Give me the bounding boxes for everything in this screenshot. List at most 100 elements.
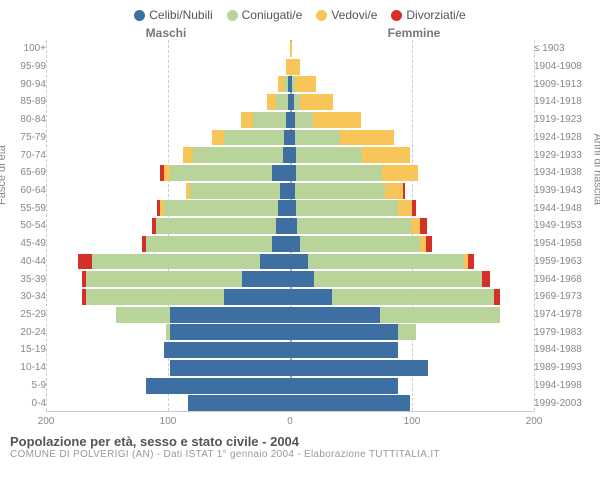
- birth-year-label: 1989-1993: [530, 362, 596, 373]
- chart-subtitle: COMUNE DI POLVERIGI (AN) - Dati ISTAT 1°…: [10, 449, 590, 460]
- birth-year-label: 1999-2003: [530, 398, 596, 409]
- birth-year-label: 1934-1938: [530, 167, 596, 178]
- male-bar: [50, 342, 290, 358]
- male-bar: [50, 307, 290, 323]
- birth-year-label: 1949-1953: [530, 220, 596, 231]
- birth-year-label: 1919-1923: [530, 114, 596, 125]
- birth-year-label: 1954-1958: [530, 238, 596, 249]
- age-row: 20-241979-1983: [4, 323, 596, 341]
- age-row: 75-791924-1928: [4, 129, 596, 147]
- age-row: 45-49 1954-1958: [4, 235, 596, 253]
- legend-label: Celibi/Nubili: [149, 8, 212, 22]
- age-row: 65-69 1934-1938: [4, 164, 596, 182]
- age-label: 35-39: [4, 274, 50, 285]
- age-label: 70-74: [4, 150, 50, 161]
- legend-swatch: [391, 10, 402, 21]
- age-label: 65-69: [4, 167, 50, 178]
- x-tick-label: 100: [404, 416, 421, 427]
- legend-swatch: [227, 10, 238, 21]
- female-bar: [290, 112, 530, 128]
- legend-label: Vedovi/e: [331, 8, 377, 22]
- age-label: 45-49: [4, 238, 50, 249]
- age-row: 90-941909-1913: [4, 75, 596, 93]
- birth-year-label: ≤ 1903: [530, 43, 596, 54]
- male-bar: [50, 76, 290, 92]
- male-bar: [50, 378, 290, 394]
- birth-year-label: 1929-1933: [530, 150, 596, 161]
- birth-year-label: 1914-1918: [530, 96, 596, 107]
- female-bar: [290, 395, 530, 411]
- age-row: 95-991904-1908: [4, 58, 596, 76]
- age-row: 50-54 1949-1953: [4, 217, 596, 235]
- age-label: 30-34: [4, 291, 50, 302]
- male-header: Maschi: [42, 26, 290, 40]
- male-bar: [50, 395, 290, 411]
- birth-year-label: 1939-1943: [530, 185, 596, 196]
- age-label: 55-59: [4, 203, 50, 214]
- birth-year-label: 1969-1973: [530, 291, 596, 302]
- male-bar: [50, 324, 290, 340]
- x-tick-label: 200: [526, 416, 543, 427]
- age-row: 30-34 1969-1973: [4, 288, 596, 306]
- legend-item: Vedovi/e: [316, 8, 377, 22]
- female-header: Femmine: [290, 26, 538, 40]
- age-label: 20-24: [4, 327, 50, 338]
- legend-swatch: [134, 10, 145, 21]
- legend: Celibi/Nubili Coniugati/e Vedovi/e Divorzia…: [0, 0, 600, 26]
- chart-rows: 0-41999-20035-91994-199810-141989-199315…: [4, 40, 596, 412]
- age-label: 100+: [4, 43, 50, 54]
- age-label: 0-4: [4, 398, 50, 409]
- column-headers: Maschi Femmine: [0, 26, 600, 40]
- male-bar: [50, 360, 290, 376]
- female-bar: [290, 76, 530, 92]
- female-bar: [290, 130, 530, 146]
- age-row: 40-44 1959-1963: [4, 253, 596, 271]
- legend-item: Coniugati/e: [227, 8, 303, 22]
- age-label: 50-54: [4, 220, 50, 231]
- male-bar: [50, 200, 290, 216]
- age-label: 40-44: [4, 256, 50, 267]
- age-label: 10-14: [4, 362, 50, 373]
- male-bar: [50, 254, 290, 270]
- male-bar: [50, 183, 290, 199]
- birth-year-label: 1994-1998: [530, 380, 596, 391]
- age-row: 55-59 1944-1948: [4, 199, 596, 217]
- age-row: 100+ ≤ 1903: [4, 40, 596, 58]
- age-row: 0-4 1999-2003: [4, 394, 596, 412]
- female-bar: [290, 324, 530, 340]
- age-row: 80-841919-1923: [4, 111, 596, 129]
- female-bar: [290, 342, 530, 358]
- birth-year-label: 1959-1963: [530, 256, 596, 267]
- female-bar: [290, 307, 530, 323]
- female-bar: [290, 94, 530, 110]
- female-bar: [290, 147, 530, 163]
- birth-year-label: 1974-1978: [530, 309, 596, 320]
- male-bar: [50, 41, 290, 57]
- age-label: 60-64: [4, 185, 50, 196]
- chart-footer: Popolazione per età, sesso e stato civil…: [0, 430, 600, 460]
- legend-item: Celibi/Nubili: [134, 8, 212, 22]
- age-label: 95-99: [4, 61, 50, 72]
- legend-item: Divorziati/e: [391, 8, 465, 22]
- age-row: 70-74 1929-1933: [4, 146, 596, 164]
- age-label: 5-9: [4, 380, 50, 391]
- legend-swatch: [316, 10, 327, 21]
- age-row: 10-14 1989-1993: [4, 359, 596, 377]
- age-row: 5-9 1994-1998: [4, 377, 596, 395]
- male-bar: [50, 218, 290, 234]
- female-bar: [290, 59, 530, 75]
- chart-title: Popolazione per età, sesso e stato civil…: [10, 434, 590, 449]
- female-bar: [290, 218, 530, 234]
- birth-year-label: 1964-1968: [530, 274, 596, 285]
- x-tick-label: 0: [287, 416, 293, 427]
- legend-label: Coniugati/e: [242, 8, 303, 22]
- age-label: 25-29: [4, 309, 50, 320]
- age-row: 60-64 1939-1943: [4, 182, 596, 200]
- male-bar: [50, 59, 290, 75]
- female-bar: [290, 271, 530, 287]
- birth-year-label: 1984-1988: [530, 344, 596, 355]
- birth-year-label: 1944-1948: [530, 203, 596, 214]
- male-bar: [50, 130, 290, 146]
- age-row: 25-29 1974-1978: [4, 306, 596, 324]
- female-bar: [290, 236, 530, 252]
